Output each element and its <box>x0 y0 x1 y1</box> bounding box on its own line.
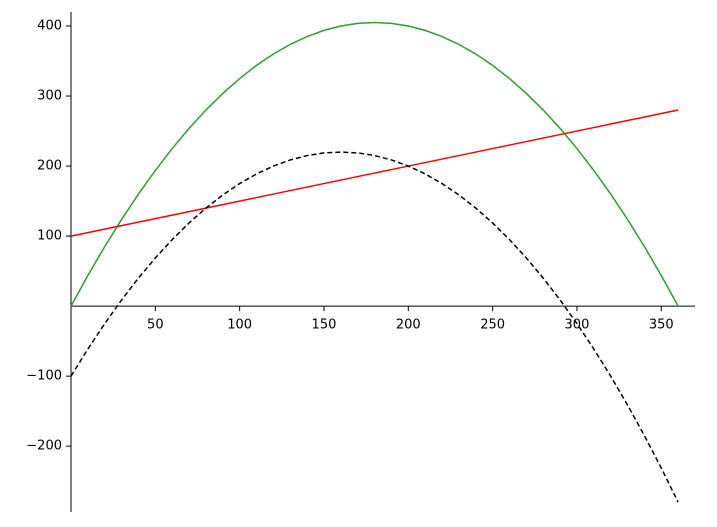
line-series <box>70 151 679 503</box>
line-series <box>70 21 679 307</box>
x-tick-label: 350 <box>649 318 674 333</box>
x-tick-label: 100 <box>227 318 252 333</box>
x-tick-label: 50 <box>147 318 164 333</box>
x-tick-label: 300 <box>565 318 590 333</box>
y-tick-label: 400 <box>37 19 62 34</box>
y-tick-label: −100 <box>26 369 62 384</box>
y-tick-label: 100 <box>37 229 62 244</box>
x-tick-label: 150 <box>312 318 337 333</box>
y-tick-label: 200 <box>37 159 62 174</box>
x-tick-label: 200 <box>396 318 421 333</box>
line-series <box>70 109 679 237</box>
x-tick-label: 250 <box>480 318 505 333</box>
y-tick-label: 300 <box>37 89 62 104</box>
y-tick-label: −200 <box>26 439 62 454</box>
